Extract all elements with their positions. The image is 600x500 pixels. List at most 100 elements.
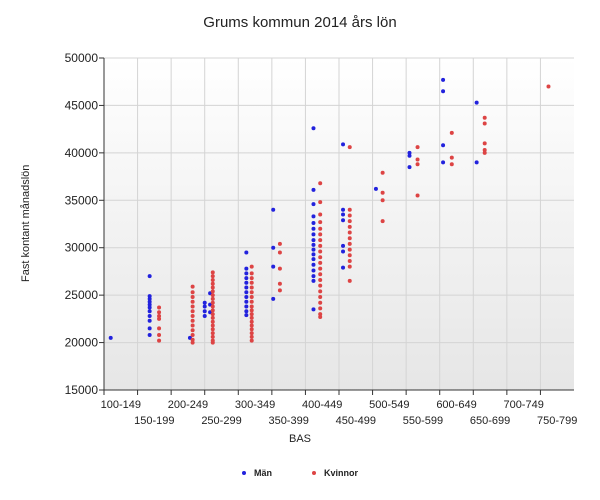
point-man [147,294,152,299]
point-man [311,257,316,262]
point-kvinnor [249,312,254,317]
point-kvinnor [157,316,162,321]
point-kvinnor [210,323,215,328]
point-kvinnor [190,304,195,309]
point-kvinnor [318,314,323,319]
point-kvinnor [318,220,323,225]
point-kvinnor [347,213,352,218]
point-man [244,266,249,271]
point-man [341,265,346,270]
y-tick-label: 20000 [65,336,99,350]
point-kvinnor [210,270,215,275]
point-kvinnor [210,334,215,339]
point-man [341,249,346,254]
point-kvinnor [347,278,352,283]
y-axis-label: Fast kontant månadslön [20,164,32,282]
point-kvinnor [157,332,162,337]
point-kvinnor [210,296,215,301]
point-kvinnor [210,277,215,282]
point-man [271,264,276,269]
point-man [407,165,412,170]
point-kvinnor [347,219,352,224]
y-tick-label: 45000 [65,98,99,112]
x-tick-label: 200-249 [168,399,208,411]
point-kvinnor [157,326,162,331]
point-kvinnor [157,338,162,343]
point-man [108,335,113,340]
point-man [244,271,249,276]
point-man [244,280,249,285]
point-kvinnor [210,331,215,336]
point-kvinnor [190,295,195,300]
point-man [311,202,316,207]
point-kvinnor [380,198,385,203]
x-tick-label: 550-599 [403,415,443,427]
point-kvinnor [347,224,352,229]
point-kvinnor [210,308,215,313]
point-kvinnor [415,162,420,167]
point-man [244,290,249,295]
point-man [407,150,412,155]
legend-item-man: Män [241,468,272,478]
point-man [311,221,316,226]
x-tick-label: 650-699 [470,415,510,427]
point-kvinnor [318,306,323,311]
point-kvinnor [347,145,352,150]
point-kvinnor [190,284,195,289]
point-kvinnor [249,331,254,336]
point-man [341,142,346,147]
point-kvinnor [347,247,352,252]
x-tick-label: 300-349 [235,399,275,411]
point-kvinnor [318,289,323,294]
point-man [202,300,207,305]
y-tick-label: 40000 [65,146,99,160]
point-man [311,242,316,247]
point-man [311,247,316,252]
point-kvinnor [210,312,215,317]
point-man [311,268,316,273]
point-kvinnor [249,334,254,339]
point-kvinnor [318,226,323,231]
point-man [341,218,346,223]
point-man [311,226,316,231]
point-kvinnor [318,243,323,248]
point-man [202,309,207,314]
point-kvinnor [482,150,487,155]
x-tick-label: 600-649 [436,399,476,411]
y-tick-label: 50000 [65,51,99,65]
y-tick-label: 35000 [65,193,99,207]
point-kvinnor [249,295,254,300]
chart-title: Grums kommun 2014 års lön [203,14,397,31]
point-kvinnor [347,258,352,263]
point-kvinnor [449,130,454,135]
point-man [147,314,152,319]
point-kvinnor [249,338,254,343]
point-kvinnor [210,300,215,305]
point-kvinnor [249,319,254,324]
point-kvinnor [318,300,323,305]
point-man [147,302,152,307]
point-kvinnor [190,290,195,295]
point-kvinnor [347,253,352,258]
point-kvinnor [249,280,254,285]
legend-marker-man [241,471,246,475]
point-kvinnor [210,315,215,320]
y-tick-label: 25000 [65,288,99,302]
x-tick-label: 450-499 [336,415,376,427]
point-man [244,250,249,255]
x-tick-label: 250-299 [201,415,241,427]
x-tick-label: 700-749 [503,399,543,411]
legend-label-kvinnor: Kvinnor [323,468,358,478]
point-man [373,186,378,191]
point-man [244,299,249,304]
point-kvinnor [190,299,195,304]
x-tick-label: 500-549 [369,399,409,411]
point-kvinnor [277,266,282,271]
point-man [441,160,446,165]
point-kvinnor [249,264,254,269]
point-kvinnor [546,84,551,89]
point-man [474,160,479,165]
point-kvinnor [249,271,254,276]
point-kvinnor [482,121,487,126]
point-kvinnor [318,283,323,288]
